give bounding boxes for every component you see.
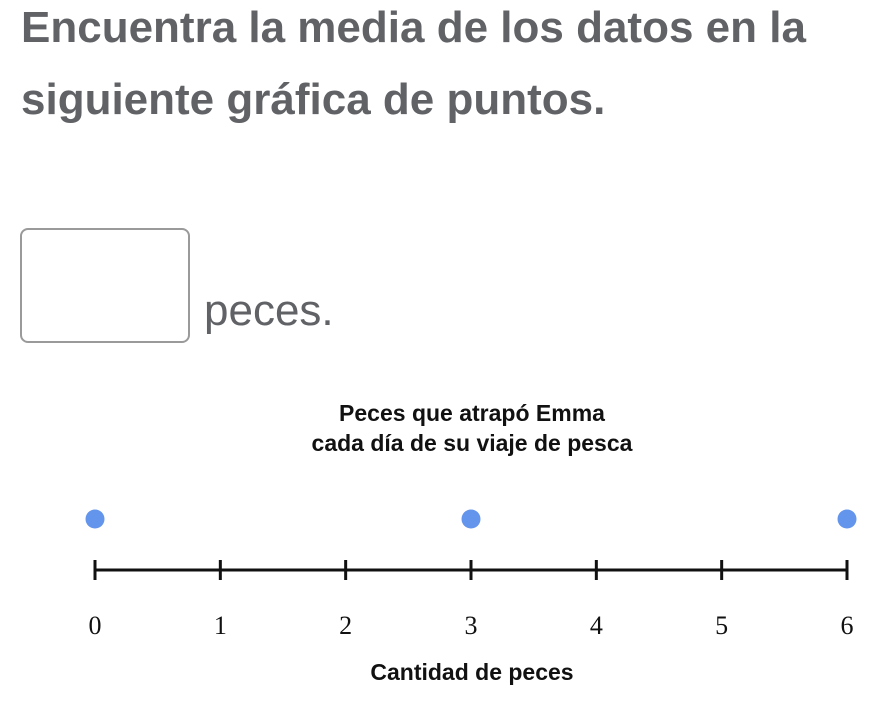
x-tick-label-1: 1	[214, 611, 227, 640]
dot-plot-chart: Peces que atrapó Emma cada día de su via…	[85, 400, 857, 685]
answer-input[interactable]	[20, 228, 190, 343]
x-tick-label-3: 3	[465, 611, 478, 640]
x-tick-label-6: 6	[841, 611, 854, 640]
chart-title-line-1: Peces que atrapó Emma	[339, 400, 605, 426]
data-dot-6-1	[837, 509, 857, 529]
x-tick-label-0: 0	[89, 611, 102, 640]
chart-title-line-2: cada día de su viaje de pesca	[312, 430, 633, 456]
answer-unit: peces.	[204, 286, 334, 335]
x-tick-label-4: 4	[590, 611, 603, 640]
data-dot-0-1	[85, 509, 105, 529]
x-axis-label: Cantidad de peces	[370, 659, 573, 685]
data-dot-3-1	[461, 509, 481, 529]
x-tick-label-2: 2	[339, 611, 352, 640]
x-tick-label-5: 5	[715, 611, 728, 640]
question-text: Encuentra la media de los datos en la si…	[21, 3, 806, 124]
x-axis-ticks	[93, 560, 849, 580]
answer-row: peces.	[20, 223, 334, 343]
x-axis-tick-labels: 0 1 2 3 4 5 6	[89, 611, 854, 640]
data-dots	[85, 509, 857, 529]
